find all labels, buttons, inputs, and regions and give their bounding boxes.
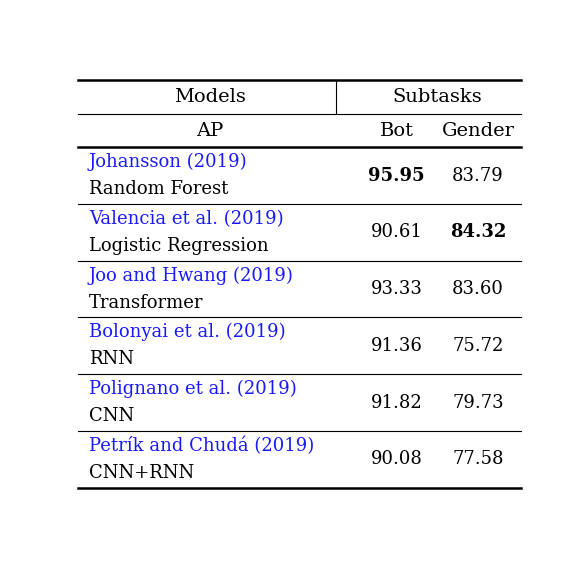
Text: CNN: CNN	[89, 407, 134, 425]
Text: Valencia et al. (2019): Valencia et al. (2019)	[89, 210, 283, 228]
Text: RNN: RNN	[89, 350, 134, 368]
Text: Bolonyai et al. (2019): Bolonyai et al. (2019)	[89, 323, 286, 342]
Text: Logistic Regression: Logistic Regression	[89, 237, 269, 255]
Text: AP: AP	[196, 121, 224, 139]
Text: 93.33: 93.33	[371, 280, 423, 298]
Text: 83.79: 83.79	[452, 166, 504, 184]
Text: Johansson (2019): Johansson (2019)	[89, 153, 248, 171]
Text: Gender: Gender	[442, 121, 515, 139]
Text: Random Forest: Random Forest	[89, 180, 228, 198]
Text: 75.72: 75.72	[453, 337, 504, 355]
Text: 90.61: 90.61	[371, 223, 423, 242]
Text: Transformer: Transformer	[89, 294, 203, 312]
Text: Bot: Bot	[380, 121, 413, 139]
Text: 91.36: 91.36	[371, 337, 423, 355]
Text: Subtasks: Subtasks	[392, 88, 482, 106]
Text: 95.95: 95.95	[369, 166, 425, 184]
Text: Joo and Hwang (2019): Joo and Hwang (2019)	[89, 266, 294, 284]
Text: CNN+RNN: CNN+RNN	[89, 464, 194, 482]
Text: Petrík and Chudá (2019): Petrík and Chudá (2019)	[89, 436, 314, 455]
Text: 84.32: 84.32	[450, 223, 506, 242]
Text: 79.73: 79.73	[452, 394, 504, 412]
Text: 83.60: 83.60	[452, 280, 504, 298]
Text: 91.82: 91.82	[371, 394, 422, 412]
Text: 90.08: 90.08	[371, 450, 423, 468]
Text: 77.58: 77.58	[453, 450, 504, 468]
Text: Models: Models	[174, 88, 246, 106]
Text: Polignano et al. (2019): Polignano et al. (2019)	[89, 380, 297, 398]
